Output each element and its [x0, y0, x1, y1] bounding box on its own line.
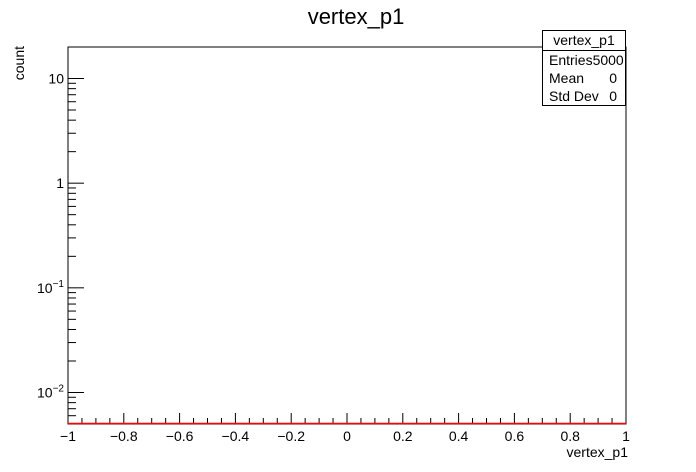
x-tick-label: 0	[343, 428, 351, 444]
x-tick-label: 0.4	[449, 428, 469, 444]
stats-title: vertex_p1	[543, 31, 625, 51]
chart-marks: −1 −0.8 −0.6 −0.4 −0.2 0 0.2 0.4 0.6 0.8 1 10 1 10−1 1…	[37, 46, 630, 444]
x-tick-label: −0.8	[110, 428, 138, 444]
stats-label: Mean	[549, 70, 585, 86]
x-tick-label: −0.2	[277, 428, 305, 444]
y-tick-label: 10	[48, 71, 64, 87]
x-tick-label: 1	[622, 428, 630, 444]
y-tick-label: 10−2	[37, 383, 64, 400]
stats-row-mean: Mean 0	[543, 69, 625, 87]
x-tick-label: 0.6	[505, 428, 525, 444]
stats-value: 0	[609, 88, 617, 104]
stats-label: Entries	[549, 52, 593, 68]
x-tick-label: 0.8	[560, 428, 580, 444]
stats-row-entries: Entries 5000	[543, 51, 625, 69]
chart-title: vertex_p1	[308, 4, 405, 29]
stats-value: 0	[609, 70, 617, 86]
x-tick-label: −1	[60, 428, 76, 444]
x-tick-label: −0.4	[222, 428, 250, 444]
stats-box: vertex_p1 Entries 5000 Mean 0 Std Dev 0	[542, 30, 626, 106]
stats-label: Std Dev	[549, 88, 599, 104]
y-axis-label: count	[11, 46, 27, 80]
x-axis-label: vertex_p1	[567, 444, 629, 460]
y-tick-label: 10−1	[37, 279, 64, 296]
stats-row-stddev: Std Dev 0	[543, 87, 625, 105]
y-tick-label: 1	[56, 175, 64, 191]
x-tick-label: 0.2	[393, 428, 413, 444]
stats-value: 5000	[592, 52, 624, 68]
x-tick-label: −0.6	[166, 428, 194, 444]
